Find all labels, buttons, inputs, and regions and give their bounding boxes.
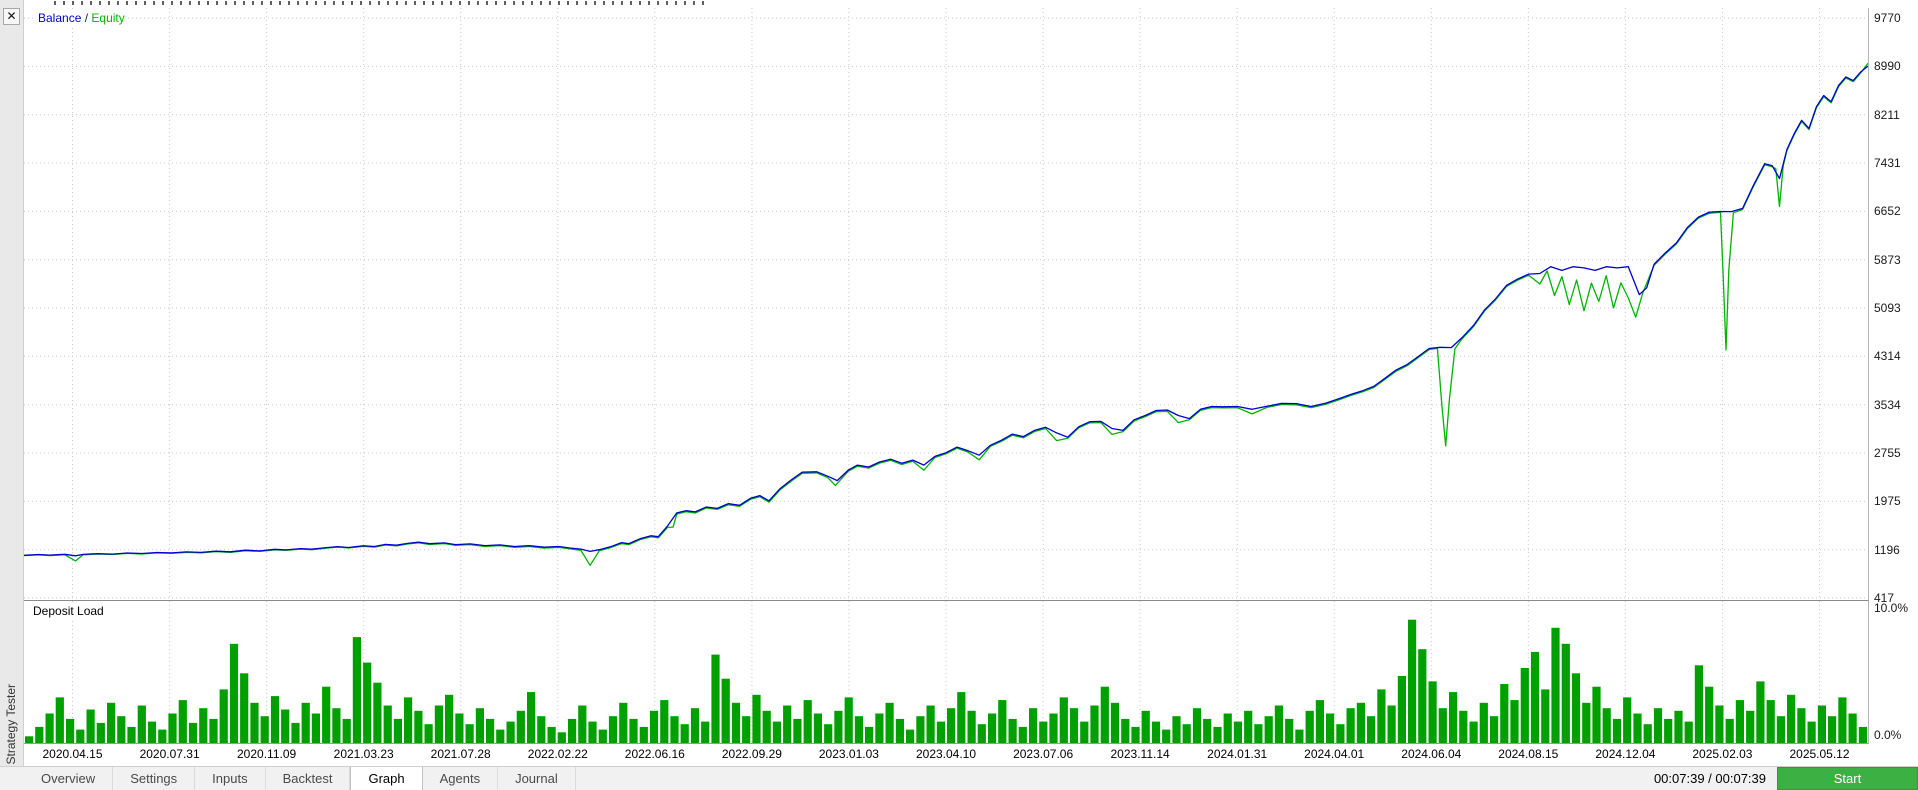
legend-equity: Equity xyxy=(91,11,125,25)
x-axis-label: 2024.12.04 xyxy=(1595,747,1656,761)
x-axis-label: 2023.07.06 xyxy=(1013,747,1074,761)
y-axis-label: 4314 xyxy=(1874,349,1901,363)
start-button[interactable]: Start xyxy=(1777,767,1918,790)
tab-overview[interactable]: Overview xyxy=(24,767,114,790)
x-axis-label: 2024.06.04 xyxy=(1401,747,1462,761)
x-axis-label: 2022.09.29 xyxy=(721,747,782,761)
x-axis-label: 2020.04.15 xyxy=(42,747,103,761)
x-axis-label: 2022.06.16 xyxy=(624,747,685,761)
y-axis-label: 3534 xyxy=(1874,398,1901,412)
x-axis-label: 2024.04.01 xyxy=(1304,747,1365,761)
deposit-load-title: Deposit Load xyxy=(31,604,106,618)
x-axis-label: 2020.11.09 xyxy=(237,747,297,761)
tab-graph[interactable]: Graph xyxy=(350,767,423,790)
tester-tab-bar: Overview Settings Inputs Backtest Graph Agent… xyxy=(0,766,1918,790)
y-axis-label: 6652 xyxy=(1874,204,1901,218)
y-axis-label: 1975 xyxy=(1874,494,1901,508)
legend-balance: Balance xyxy=(38,11,82,25)
deposit-load-panel[interactable]: Deposit Load xyxy=(24,600,1869,744)
y-axis-label: 5873 xyxy=(1874,253,1901,267)
deposit-min-label: 0.0% xyxy=(1874,728,1902,742)
deposit-canvas xyxy=(25,601,1867,743)
clipped-text-marks xyxy=(54,1,704,5)
tab-inputs[interactable]: Inputs xyxy=(195,767,266,790)
x-axis-label: 2020.07.31 xyxy=(139,747,200,761)
clipped-content-row xyxy=(24,0,1918,7)
x-axis-labels: 2020.04.15 2020.07.31 2020.11.09 2021.03.23… xyxy=(24,746,1869,764)
panel-title-strip: ✕ Strategy Tester xyxy=(0,0,24,790)
y-axis-label: 5093 xyxy=(1874,301,1901,315)
x-axis-label: 2022.02.22 xyxy=(527,747,588,761)
deposit-axis-labels: 10.0% 0.0% xyxy=(1872,600,1918,744)
y-axis-labels: 9770 8990 8211 7431 6652 5873 5093 4314 3534 2755… xyxy=(1872,8,1918,608)
x-axis-label: 2024.01.31 xyxy=(1207,747,1268,761)
y-axis-label: 1196 xyxy=(1874,543,1900,557)
x-axis-label: 2023.04.10 xyxy=(915,747,977,761)
deposit-max-label: 10.0% xyxy=(1874,601,1909,615)
elapsed-time: 00:07:39 / 00:07:39 xyxy=(1653,771,1766,786)
x-axis-label: 2024.08.15 xyxy=(1498,747,1559,761)
x-axis-label: 2025.02.03 xyxy=(1692,747,1753,761)
tab-journal[interactable]: Journal xyxy=(498,767,576,790)
y-axis-label: 8990 xyxy=(1874,59,1901,73)
tab-backtest[interactable]: Backtest xyxy=(266,767,351,790)
chart-legend: Balance / Equity xyxy=(36,11,127,25)
tab-agents[interactable]: Agents xyxy=(423,767,499,790)
y-axis-label: 7431 xyxy=(1874,156,1901,170)
y-axis-label: 417 xyxy=(1874,591,1895,605)
y-axis-label: 9770 xyxy=(1874,11,1901,25)
x-axis-label: 2025.05.12 xyxy=(1789,747,1850,761)
balance-equity-chart[interactable]: Balance / Equity xyxy=(24,8,1869,600)
chart-canvas xyxy=(24,8,1868,600)
x-axis-label: 2021.07.28 xyxy=(430,747,491,761)
x-axis-label: 2021.03.23 xyxy=(333,747,394,761)
close-icon[interactable]: ✕ xyxy=(3,8,20,25)
x-axis-label: 2023.01.03 xyxy=(818,747,879,761)
x-axis-label: 2023.11.14 xyxy=(1110,747,1170,761)
y-axis-label: 2755 xyxy=(1874,446,1901,460)
legend-separator: / xyxy=(81,11,92,25)
panel-title: Strategy Tester xyxy=(4,683,18,764)
tabs: Overview Settings Inputs Backtest Graph Agent… xyxy=(24,767,576,790)
y-axis-label: 8211 xyxy=(1874,108,1900,122)
tab-settings[interactable]: Settings xyxy=(113,767,196,790)
